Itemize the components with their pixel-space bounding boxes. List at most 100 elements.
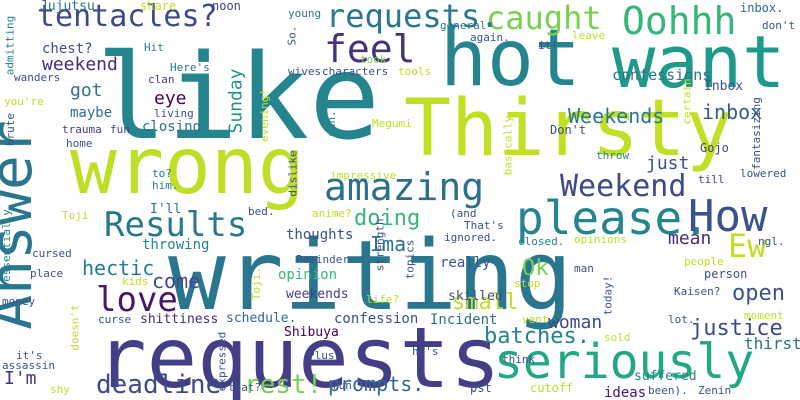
- word-people: people: [684, 255, 724, 268]
- word-im: I'm: [4, 368, 37, 389]
- word-cursed: cursed: [32, 247, 72, 260]
- word-mean: mean: [668, 228, 712, 249]
- word-shibuya: Shibuya: [284, 325, 339, 340]
- word-him: him.: [152, 179, 179, 192]
- word-fun: fun: [110, 123, 130, 136]
- word-admitting: admitting: [3, 15, 17, 76]
- word-today: today!: [601, 275, 615, 316]
- word-brute: brute: [4, 112, 18, 147]
- word-own: own.: [324, 110, 338, 137]
- word-woman: woman: [548, 312, 603, 333]
- word-chest: chest?: [42, 41, 93, 57]
- word-youre: you're: [4, 95, 44, 108]
- word-dont: don't: [762, 19, 796, 32]
- word-ima: Ima: [370, 232, 407, 256]
- word-hot: hot: [440, 14, 581, 104]
- word-dont2: Don't: [550, 123, 587, 137]
- word-topics: topics: [403, 239, 417, 280]
- word-weekends2: weekends: [286, 287, 349, 302]
- word-again: again.: [470, 31, 510, 44]
- word-doesnt: doesn't: [68, 304, 82, 351]
- word-inbox2: Inbox: [704, 79, 744, 94]
- word-got: got: [70, 80, 103, 101]
- word-been: been).: [648, 384, 688, 397]
- word-lot: lot.: [668, 313, 695, 326]
- word-basically: basically: [501, 115, 515, 176]
- word-throwing: throwing: [142, 237, 210, 253]
- word-confessions: confessions: [612, 66, 712, 84]
- word-prompts: prompts.: [328, 372, 425, 396]
- word-skilled: skilled: [448, 289, 503, 304]
- word-incident: Incident: [430, 312, 498, 328]
- word-stop: stop: [514, 277, 541, 290]
- word-love: love: [96, 280, 178, 320]
- word-bed: bed.: [248, 205, 275, 218]
- word-curse: curse: [98, 313, 132, 326]
- word-small: small: [452, 290, 519, 315]
- word-amazing: amazing: [324, 165, 485, 209]
- word-general: general: [440, 19, 487, 32]
- word-so: So.: [285, 25, 299, 46]
- word-man: man: [574, 262, 594, 275]
- word-caught: caught: [486, 0, 602, 37]
- word-seriously: seriously: [494, 334, 755, 390]
- word-schedule: schedule.: [226, 311, 297, 326]
- word-please: please.: [516, 191, 710, 245]
- word-place: place: [30, 267, 64, 280]
- word-toji2: Toji.: [250, 266, 264, 301]
- word-till: till: [698, 173, 725, 186]
- word-gojo: Gojo: [700, 141, 729, 155]
- word-kids: kids: [122, 275, 149, 288]
- word-megumi: Megumi: [372, 117, 412, 130]
- word-tools: tools: [398, 65, 432, 78]
- word-throw: throw: [596, 149, 630, 162]
- word-vent: vent: [522, 313, 549, 326]
- word-ill: I'll: [150, 202, 182, 217]
- word-closing: closing: [142, 119, 202, 135]
- word-really: really: [440, 255, 491, 271]
- word-eye: eye: [154, 88, 187, 109]
- word-wanders: wanders: [14, 71, 61, 84]
- word-young: young: [288, 7, 322, 20]
- word-feel: feel: [324, 27, 416, 71]
- word-run: run: [332, 379, 352, 392]
- word-confession: confession: [334, 311, 419, 327]
- word-how: How: [688, 191, 768, 242]
- word-weekends: Weekends: [568, 104, 665, 128]
- word-zenin: Zenin: [698, 384, 732, 397]
- word-just: just: [646, 153, 690, 174]
- word-suffered: suffered: [634, 369, 697, 384]
- word-moment: moment: [744, 309, 784, 322]
- word-writing: writing: [168, 220, 573, 332]
- word-heres: Here's: [170, 61, 210, 74]
- word-trauma: trauma: [62, 123, 102, 136]
- word-think: think: [502, 353, 536, 366]
- word-sold: sold: [604, 331, 631, 344]
- word-certain: certain: [680, 78, 694, 125]
- word-took: took: [360, 53, 387, 66]
- word-closed: closed.: [518, 235, 565, 248]
- word-maybe: maybe: [70, 105, 113, 121]
- word-clan: clan: [148, 73, 175, 86]
- word-doing: doing: [354, 206, 421, 231]
- word-like: like: [96, 28, 381, 166]
- word-tentacles: tentacles?: [37, 0, 218, 34]
- word-pst: pst: [470, 381, 492, 395]
- word-thats: That's: [464, 219, 504, 232]
- word-shittiness: shittiness: [140, 312, 219, 327]
- word-ngl: ngl.: [758, 235, 785, 248]
- word-wives: wives: [288, 65, 322, 78]
- word-inbox3: inbox.: [740, 1, 784, 15]
- word-hectic: hectic: [82, 256, 155, 280]
- word-cutoff: cutoff: [530, 381, 574, 395]
- word-dislike: dislike: [286, 150, 300, 197]
- word-kaisen: Kaisen?: [674, 285, 721, 298]
- word-oohhh: Oohhh: [622, 0, 737, 43]
- word-weekend: Weekend: [560, 169, 687, 204]
- word-open: open: [732, 281, 785, 306]
- word-strength: strength.: [373, 211, 387, 272]
- word-life: life?: [366, 293, 400, 306]
- word-thirsty: Thirsty: [404, 84, 733, 174]
- word-hes: he's: [412, 345, 439, 358]
